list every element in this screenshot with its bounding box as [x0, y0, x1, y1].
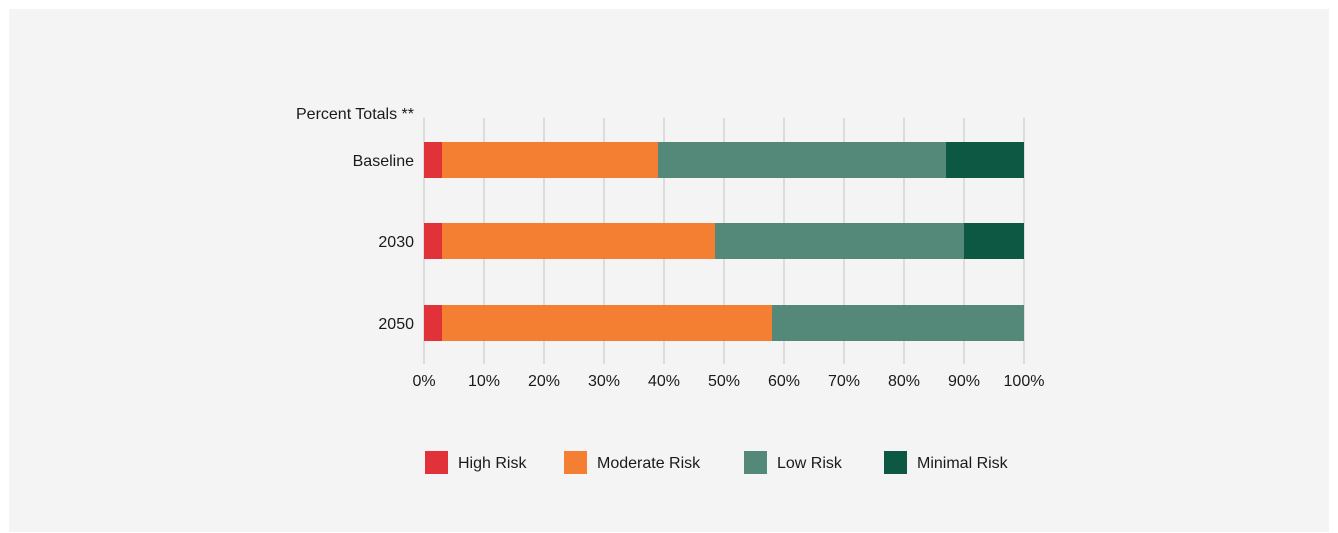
legend-item: Minimal Risk	[884, 451, 1009, 474]
bar-segment	[424, 223, 442, 259]
bar-segment	[658, 142, 946, 178]
x-tick-label: 90%	[948, 373, 980, 390]
bar-segment	[772, 305, 1024, 341]
x-tick-label: 60%	[768, 373, 800, 390]
x-tick-label: 70%	[828, 373, 860, 390]
bar-segment	[442, 305, 772, 341]
bar-segment	[424, 142, 442, 178]
category-label: 2030	[378, 234, 414, 251]
x-tick-label: 100%	[1004, 373, 1045, 390]
legend-label: High Risk	[458, 455, 527, 472]
bar-segment	[442, 142, 658, 178]
legend-item: Moderate Risk	[564, 451, 701, 474]
x-axis-ticks: 0% 10% 20% 30% 40% 50% 60% 70% 80% 90% 100%	[412, 373, 1044, 390]
bars	[424, 142, 1024, 341]
bar-segment	[715, 223, 964, 259]
bar-segment	[946, 142, 1024, 178]
legend-swatch	[884, 451, 907, 474]
legend-label: Low Risk	[777, 455, 843, 472]
bar-segment	[964, 223, 1024, 259]
legend-label: Moderate Risk	[597, 455, 701, 472]
x-tick-label: 10%	[468, 373, 500, 390]
legend-item: High Risk	[425, 451, 527, 474]
x-tick-label: 30%	[588, 373, 620, 390]
x-tick-label: 50%	[708, 373, 740, 390]
legend-swatch	[744, 451, 767, 474]
bar-segment	[424, 305, 442, 341]
chart-panel	[9, 9, 1329, 532]
chart-title: Percent Totals **	[296, 106, 414, 123]
legend: High Risk Moderate Risk Low Risk Minimal Ri…	[425, 451, 1009, 474]
x-tick-label: 20%	[528, 373, 560, 390]
category-label: Baseline	[353, 153, 414, 170]
x-tick-label: 80%	[888, 373, 920, 390]
x-tick-label: 0%	[412, 373, 435, 390]
category-label: 2050	[378, 316, 414, 333]
bar-segment	[442, 223, 715, 259]
legend-item: Low Risk	[744, 451, 843, 474]
legend-label: Minimal Risk	[917, 455, 1009, 472]
x-tick-label: 40%	[648, 373, 680, 390]
legend-swatch	[425, 451, 448, 474]
y-axis-categories: Baseline 2030 2050	[353, 153, 414, 333]
legend-swatch	[564, 451, 587, 474]
